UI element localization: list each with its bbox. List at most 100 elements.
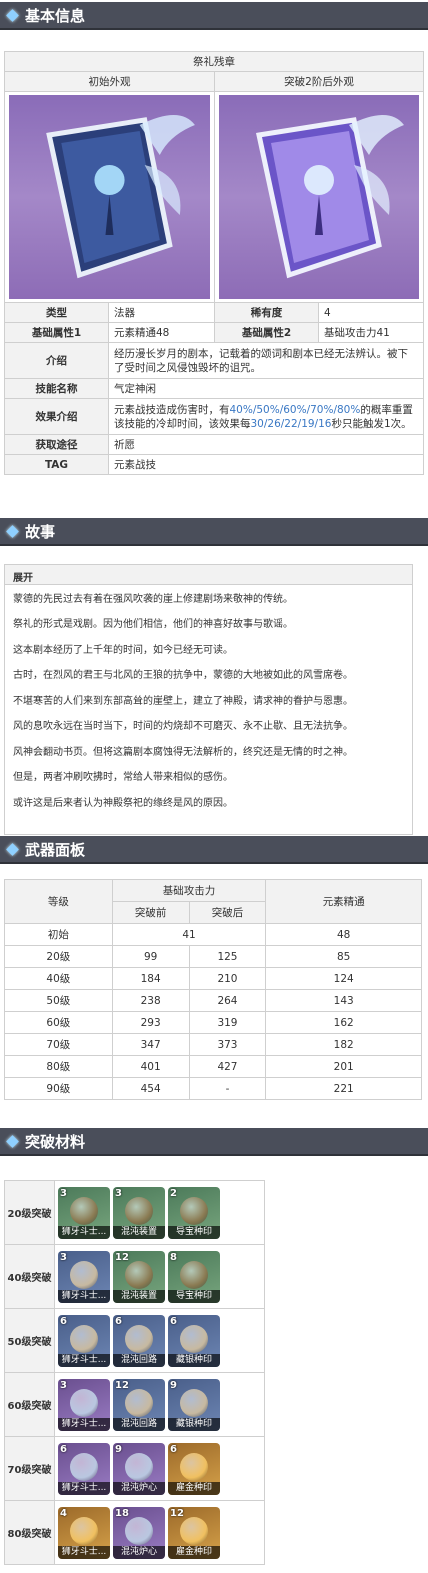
material-name: 藏银种印 <box>168 1417 220 1431</box>
after-cell: 319 <box>188 1011 267 1034</box>
section-header-basic: 基本信息 <box>0 2 428 30</box>
section-header-panel: 武器面板 <box>0 836 428 864</box>
material-count: 3 <box>60 1187 67 1199</box>
material-item[interactable]: 3 狮牙斗士... <box>58 1378 110 1431</box>
section-title: 突破材料 <box>25 1132 86 1151</box>
rarity-value: 4 <box>318 302 424 323</box>
material-name: 导宝种印 <box>168 1225 220 1239</box>
material-item[interactable]: 6 混沌回路 <box>113 1314 165 1367</box>
em-cell: 201 <box>265 1055 422 1078</box>
material-item[interactable]: 8 导宝种印 <box>168 1250 220 1303</box>
diamond-icon <box>6 842 19 856</box>
obtain-value: 祈愿 <box>108 434 424 455</box>
material-icon <box>180 1452 208 1481</box>
table-row: 初始 41 48 <box>4 923 422 946</box>
material-item[interactable]: 6 狮牙斗士... <box>58 1442 110 1495</box>
table-row: 40级 184 210 124 <box>4 967 422 990</box>
material-item[interactable]: 6 藏银种印 <box>168 1314 220 1367</box>
weapon-info-table: 祭礼残章 初始外观 突破2阶后外观 <box>4 51 424 475</box>
level-cell: 80级 <box>4 1055 113 1078</box>
intro-label: 介绍 <box>4 342 109 379</box>
material-count: 3 <box>60 1251 67 1263</box>
effect-text: 元素战技造成伤害时，有 <box>114 403 230 416</box>
weapon-stats-table: 等级 基础攻击力 元素精通 突破前 突破后 初始 41 48 20级 99 12… <box>4 879 422 1100</box>
em-cell: 143 <box>265 989 422 1012</box>
material-name: 混沌炉心 <box>113 1545 165 1559</box>
material-item[interactable]: 12 雇金种印 <box>168 1506 220 1559</box>
atk-header: 基础攻击力 <box>111 879 267 902</box>
material-icon <box>180 1324 208 1353</box>
material-icon <box>180 1260 208 1289</box>
material-icon <box>180 1196 208 1225</box>
weapon-image-initial[interactable] <box>9 95 210 299</box>
level-cell: 初始 <box>4 923 113 946</box>
material-icon <box>70 1388 98 1417</box>
material-item[interactable]: 3 狮牙斗士... <box>58 1186 110 1239</box>
book-icon <box>46 115 195 279</box>
material-name: 狮牙斗士... <box>58 1289 110 1303</box>
material-icon <box>70 1324 98 1353</box>
effect-text: 秒只能触发1次。 <box>331 417 412 430</box>
before-cell: 401 <box>111 1055 190 1078</box>
material-item[interactable]: 18 混沌炉心 <box>113 1506 165 1559</box>
material-item[interactable]: 12 混沌装置 <box>113 1250 165 1303</box>
material-item[interactable]: 4 狮牙斗士... <box>58 1506 110 1559</box>
before-cell: 454 <box>111 1077 190 1100</box>
em-cell: 162 <box>265 1011 422 1034</box>
material-name: 狮牙斗士... <box>58 1353 110 1367</box>
before-cell: 184 <box>111 967 190 990</box>
material-item[interactable]: 9 混沌炉心 <box>113 1442 165 1495</box>
material-icon <box>70 1196 98 1225</box>
material-count: 6 <box>170 1315 177 1327</box>
rarity-label: 稀有度 <box>214 302 319 323</box>
material-name: 导宝种印 <box>168 1289 220 1303</box>
material-item[interactable]: 3 狮牙斗士... <box>58 1250 110 1303</box>
material-item[interactable]: 9 藏银种印 <box>168 1378 220 1431</box>
obtain-label: 获取途径 <box>4 434 109 455</box>
story-paragraph: 但是，两者冲刷吹拂时，常给人带来相似的感伤。 <box>13 772 233 784</box>
story-paragraph: 古时，在烈风的君王与北风的王狼的抗争中，蒙德的大地被如此的风雪席卷。 <box>13 670 353 682</box>
story-paragraph: 祭礼的形式是戏剧。因为他们相信，他们的神喜好故事与歌谣。 <box>13 619 293 631</box>
material-item[interactable]: 3 混沌装置 <box>113 1186 165 1239</box>
material-count: 6 <box>60 1443 67 1455</box>
material-count: 9 <box>170 1379 177 1391</box>
level-cell: 60级 <box>4 1011 113 1034</box>
table-row: 90级 454 - 221 <box>4 1077 422 1100</box>
em-cell: 124 <box>265 967 422 990</box>
attr1-label: 基础属性1 <box>4 322 109 343</box>
em-cell: 221 <box>265 1077 422 1100</box>
level-cell: 50级 <box>4 989 113 1012</box>
before-header: 突破前 <box>111 901 190 924</box>
material-item[interactable]: 6 雇金种印 <box>168 1442 220 1495</box>
skill-label: 技能名称 <box>4 378 109 399</box>
section-header-story: 故事 <box>0 518 428 546</box>
weapon-image-ascended[interactable] <box>219 95 419 299</box>
attr2-value: 基础攻击力41 <box>318 322 424 343</box>
material-icon <box>70 1516 98 1545</box>
material-items: 3 狮牙斗士... 12 混沌回路 9 藏银种印 <box>54 1372 265 1437</box>
type-label: 类型 <box>4 302 109 323</box>
material-row: 70级突破 6 狮牙斗士... 9 混沌炉心 6 雇金种印 <box>4 1436 265 1501</box>
material-icon <box>70 1452 98 1481</box>
ascension-level: 70级突破 <box>4 1436 55 1501</box>
story-box: 展开 蒙德的先民过去有着在强风吹袭的崖上修建剧场来敬神的传统。 祭礼的形式是戏剧… <box>4 564 413 835</box>
material-icon <box>180 1388 208 1417</box>
initial-image-cell <box>4 91 215 303</box>
material-item[interactable]: 2 导宝种印 <box>168 1186 220 1239</box>
story-paragraph: 或许这是后来者认为神殿祭祀的缘终是风的原因。 <box>13 797 233 809</box>
material-name: 混沌回路 <box>113 1353 165 1367</box>
material-row: 80级突破 4 狮牙斗士... 18 混沌炉心 12 雇金种印 <box>4 1500 265 1565</box>
story-toggle[interactable]: 展开 <box>5 565 412 585</box>
effect-value: 元素战技造成伤害时，有40%/50%/60%/70%/80%的概率重置该技能的冷… <box>108 398 424 435</box>
material-items: 3 狮牙斗士... 12 混沌装置 8 导宝种印 <box>54 1244 265 1309</box>
material-name: 藏银种印 <box>168 1353 220 1367</box>
material-item[interactable]: 12 混沌回路 <box>113 1378 165 1431</box>
ascended-appearance-label: 突破2阶后外观 <box>214 71 424 92</box>
tag-value: 元素战技 <box>108 454 424 475</box>
material-count: 12 <box>115 1379 129 1391</box>
story-paragraph: 蒙德的先民过去有着在强风吹袭的崖上修建剧场来敬神的传统。 <box>13 593 293 605</box>
effect-highlight: 30/26/22/19/16 <box>250 417 332 430</box>
em-cell: 85 <box>265 945 422 968</box>
material-item[interactable]: 6 狮牙斗士... <box>58 1314 110 1367</box>
table-row: 50级 238 264 143 <box>4 989 422 1012</box>
